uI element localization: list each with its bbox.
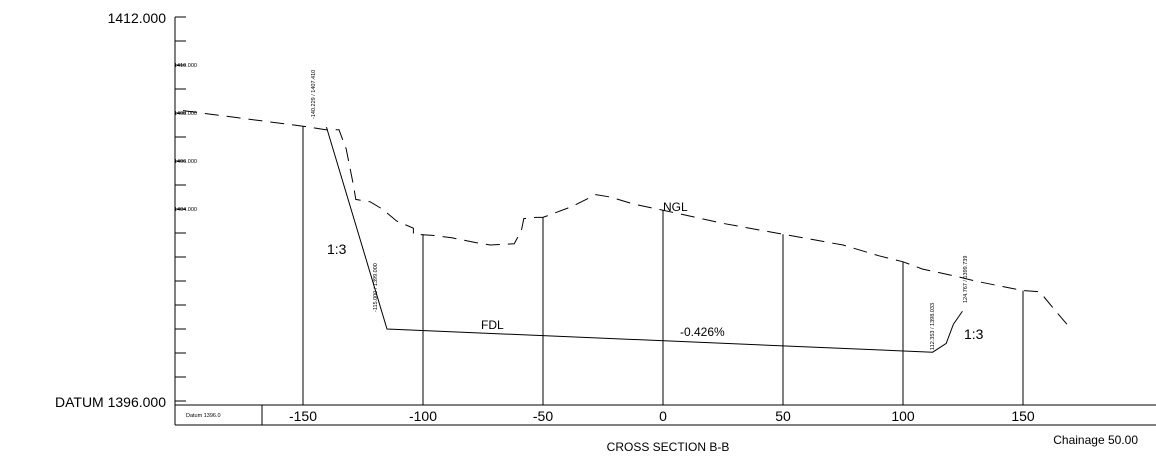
section-title: CROSS SECTION B-B <box>607 440 730 454</box>
ngl-line <box>182 110 1072 330</box>
point-label: 124.767 / 1399.739 <box>963 256 969 303</box>
fdl-label: FDL <box>481 318 504 332</box>
elevation-label: 1410.000 <box>174 63 197 69</box>
x-tick-label: -50 <box>533 408 553 424</box>
ngl-label: NGL <box>663 200 688 214</box>
x-tick-label: 150 <box>1011 408 1035 424</box>
grade-label: -0.426% <box>680 325 725 339</box>
x-tick-labels: -150 -100 -50 0 50 100 150 <box>289 408 1035 424</box>
profile-lines <box>182 110 1072 353</box>
fdl-line <box>325 127 963 353</box>
slope-right-label: 1:3 <box>964 326 984 342</box>
axes <box>174 16 1156 426</box>
station-verticals <box>302 126 1024 405</box>
elevation-label: 1404.000 <box>174 207 197 213</box>
x-tick-label: -100 <box>409 408 437 424</box>
point-label: -115.000 / 1399.000 <box>373 263 379 312</box>
chainage-label: Chainage 50.00 <box>1053 433 1138 447</box>
top-level-label: 1412.000 <box>108 10 167 26</box>
x-tick-label: 0 <box>659 408 667 424</box>
datum-small-label: Datum 1396.0 <box>186 413 221 419</box>
point-label: 112.353 / 1398.033 <box>930 303 936 350</box>
elevation-label: 1406.000 <box>174 159 197 165</box>
x-tick-label: -150 <box>289 408 317 424</box>
point-label: -140.229 / 1407.410 <box>311 70 317 119</box>
x-tick-label: 100 <box>891 408 915 424</box>
elevation-label: 1408.000 <box>174 111 197 117</box>
datum-label: DATUM 1396.000 <box>55 394 166 410</box>
slope-left-label: 1:3 <box>327 241 347 257</box>
x-tick-label: 50 <box>775 408 791 424</box>
